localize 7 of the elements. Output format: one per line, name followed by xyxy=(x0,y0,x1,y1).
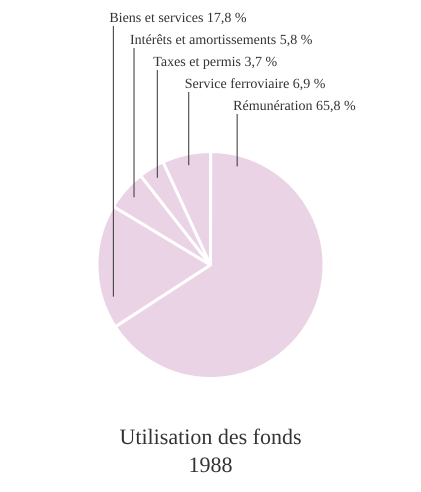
slice-label: Intérêts et amortissements 5,8 % xyxy=(130,33,313,48)
text: 1988 xyxy=(188,452,234,478)
slice-label: Service ferroviaire 6,9 % xyxy=(184,77,326,92)
text: Utilisation des fonds xyxy=(118,424,303,450)
slice-label: Rémunération 65,8 % xyxy=(233,99,356,114)
slice-label: Taxes et permis 3,7 % xyxy=(153,55,278,70)
slice-label: Biens et services 17,8 % xyxy=(109,11,247,26)
